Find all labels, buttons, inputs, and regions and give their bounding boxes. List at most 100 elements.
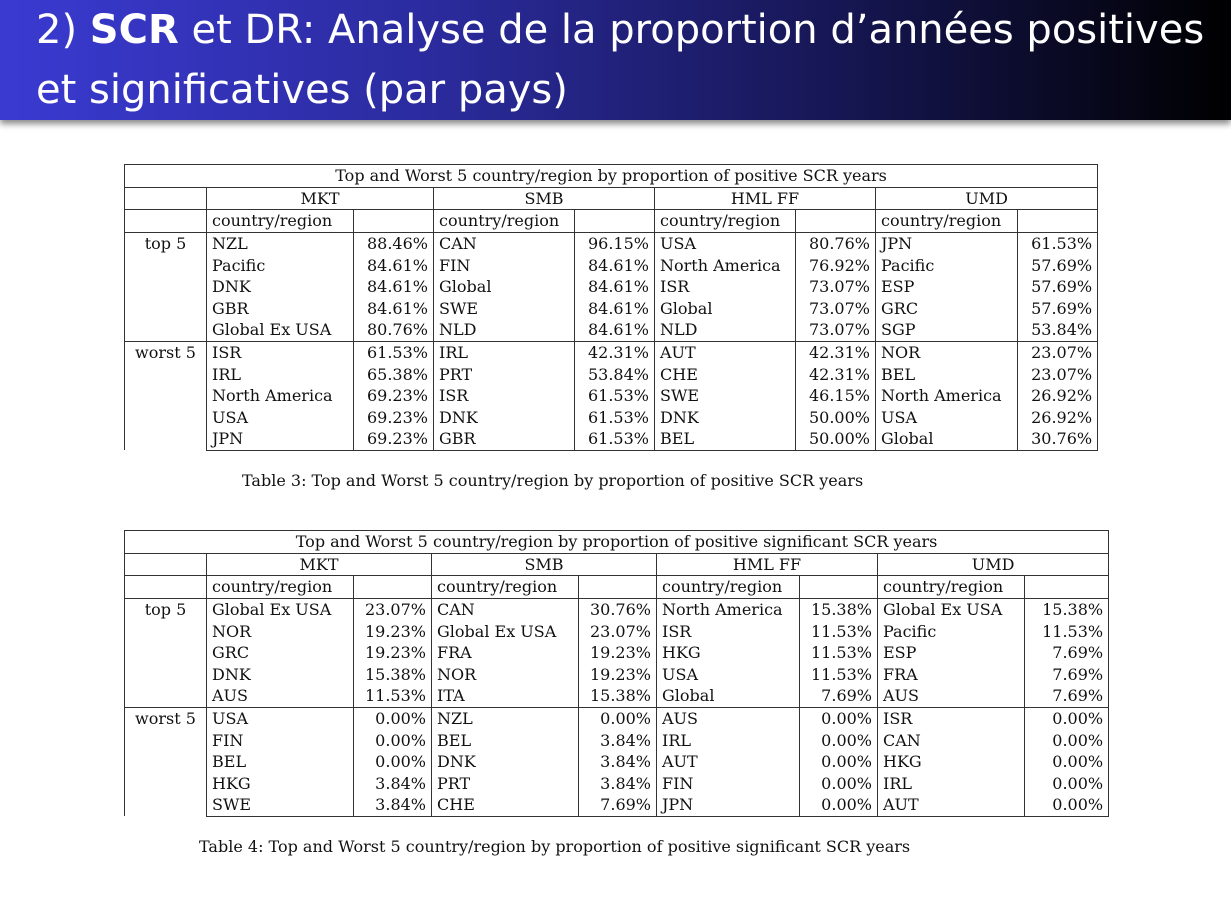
country-cell: Global — [433, 275, 575, 298]
country-cell: ITA — [431, 685, 579, 708]
proportion-cell: 19.23% — [353, 620, 432, 642]
subheader-blank — [124, 209, 207, 233]
proportion-cell: 84.61% — [353, 254, 434, 276]
proportion-cell: 11.53% — [799, 641, 878, 664]
table-row: worst 5 ISR 61.53% IRL 42.31% AUT 42.31% NOR 23.… — [124, 340, 1099, 451]
table-3: Top and Worst 5 country/region by propor… — [123, 164, 1099, 451]
proportion-cell: 69.23% — [353, 406, 434, 429]
proportion-cell: 11.53% — [1023, 620, 1110, 642]
row-group-label: top 5 — [124, 597, 207, 708]
table-row: top 5 NZL 88.46% CAN 96.15% USA 80.76% JPN 61.53… — [124, 231, 1099, 342]
country-cell: CAN — [433, 231, 575, 255]
country-cell: USA — [875, 406, 1018, 429]
row-group-label: top 5 — [124, 231, 207, 342]
proportion-cell: 69.23% — [353, 384, 434, 407]
slide-title-bar: 2) SCR et DR: Analyse de la proportion d… — [0, 0, 1231, 120]
subheader-blank — [574, 209, 655, 233]
proportion-cell: 19.23% — [353, 641, 432, 664]
factor-header-blank — [124, 187, 207, 211]
table-header-row: Top and Worst 5 country/region by propor… — [123, 164, 1099, 188]
country-cell: IRL — [877, 772, 1025, 795]
subheader-blank — [124, 575, 207, 599]
slide-title-prefix: 2) — [36, 7, 90, 53]
proportion-cell: 23.07% — [353, 597, 432, 621]
table-row: NOR 19.23% Global Ex USA 23.07% ISR 11.53% Pac… — [125, 620, 1110, 642]
proportion-cell: 42.31% — [795, 363, 876, 385]
country-cell: JPN — [656, 794, 800, 817]
proportion-cell: 0.00% — [1023, 706, 1110, 730]
country-cell: JPN — [875, 231, 1018, 255]
table-row: worst 5 USA 0.00% NZL 0.00% AUS 0.00% ISR 0.00% — [124, 706, 1110, 817]
table-row: DNK 15.38% NOR 19.23% USA 11.53% FRA 7.69% — [125, 663, 1110, 686]
subheader-blank — [578, 575, 657, 599]
country-cell: SWE — [654, 384, 796, 407]
country-cell: Global — [875, 428, 1018, 451]
table-row: DNK 84.61% Global 84.61% ISR 73.07% ESP 57.69% — [125, 275, 1099, 298]
proportion-cell: 7.69% — [1023, 663, 1110, 686]
proportion-cell: 15.38% — [1023, 597, 1110, 621]
table-row: USA 69.23% DNK 61.53% DNK 50.00% USA 26.92% — [125, 406, 1099, 429]
proportion-cell: 30.76% — [578, 597, 657, 621]
table-3-grid: Top and Worst 5 country/region by propor… — [123, 164, 1099, 451]
factor-header-mkt: MKT — [206, 187, 434, 211]
country-cell: USA — [206, 706, 354, 730]
country-cell: NLD — [433, 319, 575, 342]
proportion-cell: 0.00% — [799, 750, 878, 773]
proportion-cell: 73.07% — [795, 275, 876, 298]
country-cell: FIN — [206, 729, 354, 751]
country-cell: North America — [206, 384, 354, 407]
proportion-cell: 11.53% — [799, 620, 878, 642]
proportion-cell: 23.07% — [1016, 340, 1099, 364]
table-row: top 5 Global Ex USA 23.07% CAN 30.76% North A… — [124, 597, 1110, 708]
proportion-cell: 0.00% — [799, 706, 878, 730]
table-header-title: Top and Worst 5 country/region by propor… — [123, 164, 1099, 188]
country-cell: Global — [656, 685, 800, 708]
country-cell: IRL — [206, 363, 354, 385]
proportion-cell: 42.31% — [795, 340, 876, 364]
proportion-cell: 7.69% — [1023, 641, 1110, 664]
proportion-cell: 61.53% — [353, 340, 434, 364]
country-cell: Global Ex USA — [431, 620, 579, 642]
proportion-cell: 88.46% — [353, 231, 434, 255]
row-group-label: worst 5 — [124, 706, 207, 817]
proportion-cell: 26.92% — [1016, 384, 1099, 407]
country-cell: GBR — [433, 428, 575, 451]
country-cell: DNK — [206, 663, 354, 686]
row-group-label: worst 5 — [124, 340, 207, 451]
subheader-country-region: country/region — [654, 209, 796, 233]
country-cell: NZL — [206, 231, 354, 255]
proportion-cell: 84.61% — [574, 319, 655, 342]
factor-header-hml-ff: HML FF — [656, 553, 878, 577]
country-cell: IRL — [656, 729, 800, 751]
country-cell: ISR — [433, 384, 575, 407]
country-cell: BEL — [431, 729, 579, 751]
table-4-grid: Top and Worst 5 country/region by propor… — [123, 530, 1110, 817]
factor-header-umd: UMD — [874, 187, 1099, 211]
subheader-blank — [795, 209, 876, 233]
proportion-cell: 84.61% — [353, 297, 434, 320]
country-cell: GRC — [875, 297, 1018, 320]
country-cell: North America — [654, 254, 796, 276]
proportion-cell: 0.00% — [1023, 794, 1110, 817]
country-cell: BEL — [206, 750, 354, 773]
country-cell: AUS — [656, 706, 800, 730]
slide-title-line-1: 2) SCR et DR: Analyse de la proportion d… — [36, 0, 1231, 60]
country-cell: CAN — [431, 597, 579, 621]
proportion-cell: 96.15% — [574, 231, 655, 255]
proportion-cell: 73.07% — [795, 297, 876, 320]
proportion-cell: 61.53% — [574, 406, 655, 429]
country-cell: AUT — [656, 750, 800, 773]
factor-header-mkt: MKT — [206, 553, 432, 577]
country-cell: FIN — [433, 254, 575, 276]
proportion-cell: 84.61% — [574, 275, 655, 298]
subheader-country-region: country/region — [875, 209, 1018, 233]
table-row: AUS 11.53% ITA 15.38% Global 7.69% AUS 7.69% — [125, 685, 1110, 708]
proportion-cell: 23.07% — [578, 620, 657, 642]
factor-header-hml-ff: HML FF — [654, 187, 876, 211]
proportion-cell: 61.53% — [574, 384, 655, 407]
proportion-cell: 61.53% — [1016, 231, 1099, 255]
proportion-cell: 0.00% — [578, 706, 657, 730]
proportion-cell: 57.69% — [1016, 254, 1099, 276]
proportion-cell: 80.76% — [353, 319, 434, 342]
proportion-cell: 0.00% — [1023, 729, 1110, 751]
